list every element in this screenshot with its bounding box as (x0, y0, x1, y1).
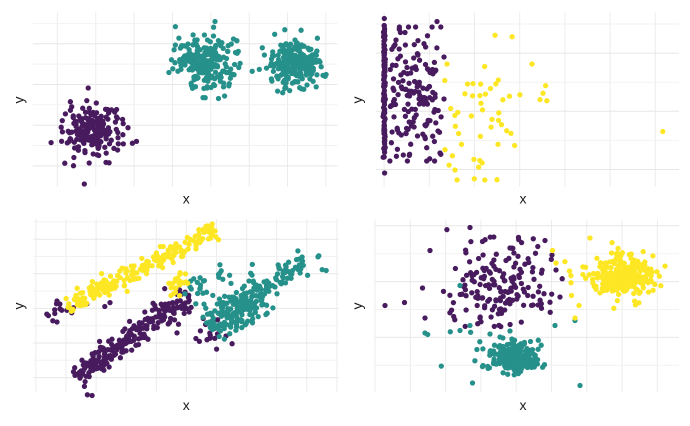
svg-text:x: x (520, 191, 527, 207)
svg-text:y: y (349, 97, 365, 104)
svg-text:x: x (183, 397, 190, 413)
svg-text:y: y (10, 303, 26, 310)
svg-text:y: y (349, 303, 365, 310)
svg-text:x: x (183, 191, 190, 207)
svg-text:x: x (520, 397, 527, 413)
svg-text:y: y (10, 97, 26, 104)
